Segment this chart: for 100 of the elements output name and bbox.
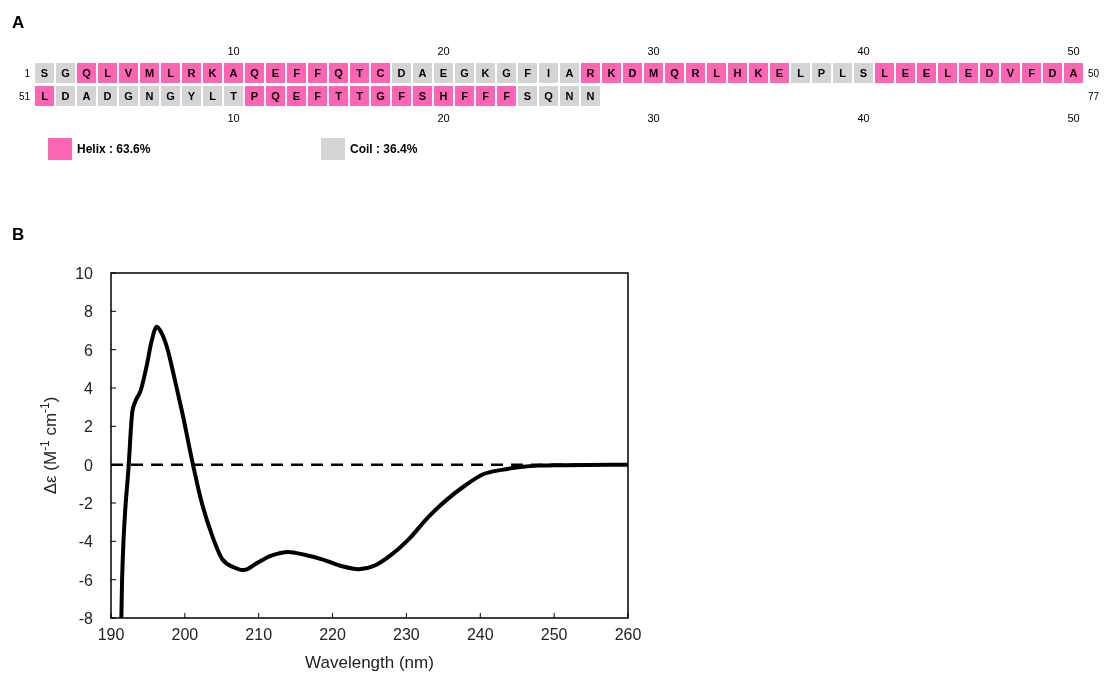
y-tick-label: 10 [75, 265, 94, 282]
x-tick-label: 30 [647, 112, 660, 124]
text: D [103, 90, 112, 102]
y-tick-label: -8 [78, 610, 94, 627]
text: S [523, 90, 532, 102]
text: Q [544, 90, 553, 102]
text: G [376, 90, 385, 102]
text: L [881, 67, 888, 79]
y-tick-label: 0 [84, 456, 94, 474]
text: Q [82, 67, 91, 79]
text: G [460, 67, 469, 79]
text: D [397, 67, 406, 79]
category-label: 20 [437, 45, 450, 57]
text: L [839, 67, 846, 79]
text: L [167, 67, 174, 79]
y-tick-label: -4 [78, 533, 94, 551]
text: K [607, 67, 616, 79]
text: Y [187, 90, 196, 102]
text: I [546, 67, 551, 79]
text: F [1028, 67, 1035, 79]
y-tick-label: 51 [18, 91, 31, 102]
text: D [985, 67, 994, 79]
text: A [229, 67, 238, 79]
x-tick-label: 250 [540, 626, 568, 643]
text: F [314, 67, 321, 79]
chart-title: B [12, 225, 25, 244]
text: D [628, 67, 637, 79]
text: L [944, 67, 951, 79]
text: M [648, 67, 659, 79]
text: L [41, 90, 48, 102]
text: T [230, 90, 237, 102]
text: E [901, 67, 910, 79]
text: L [104, 67, 111, 79]
text: G [166, 90, 175, 102]
text: G [502, 67, 511, 79]
text: F [398, 90, 405, 102]
text: E [775, 67, 784, 79]
y-tick-label: 2 [84, 418, 94, 436]
text: G [61, 67, 70, 79]
legend-label: Helix : 63.6% [77, 142, 151, 156]
text: S [40, 67, 49, 79]
y-tick-label: -2 [78, 495, 94, 512]
y-tick-label: 4 [84, 380, 94, 397]
text: G [124, 90, 133, 102]
category-label: 30 [647, 45, 660, 57]
text: R [586, 67, 595, 79]
text: H [733, 67, 742, 79]
y-tick-label: 6 [84, 341, 94, 359]
text: L [209, 90, 216, 102]
y2-tick-label: 77 [1088, 91, 1100, 102]
text: L [713, 67, 720, 79]
text: R [691, 67, 700, 79]
text: T [356, 67, 363, 79]
text: Q [334, 67, 343, 79]
text: E [271, 67, 280, 79]
category-label: 50 [1067, 45, 1080, 57]
text: F [482, 90, 489, 102]
text: A [1069, 67, 1078, 79]
text: T [335, 90, 342, 102]
text: T [356, 90, 363, 102]
x-tick-label: 260 [614, 626, 642, 643]
x-tick-label: 220 [319, 626, 347, 643]
x-tick-label: 40 [857, 112, 870, 124]
text: E [292, 90, 301, 102]
x-tick-label: 200 [171, 626, 199, 643]
text: F [314, 90, 321, 102]
text: D [61, 90, 70, 102]
text: F [503, 90, 510, 102]
x-tick-label: 240 [466, 626, 494, 643]
text: S [859, 67, 868, 79]
category-label: 40 [857, 45, 870, 57]
text: S [418, 90, 427, 102]
text: N [586, 90, 595, 102]
x-tick-label: 230 [393, 626, 420, 643]
text: Q [250, 67, 259, 79]
text: R [187, 67, 196, 79]
text: K [754, 67, 763, 79]
text: A [565, 67, 574, 79]
text: Q [271, 90, 280, 102]
y2-tick-label: 50 [1088, 68, 1100, 79]
text: H [439, 90, 448, 102]
text: E [439, 67, 448, 79]
text: E [922, 67, 931, 79]
category-label: 10 [227, 45, 240, 57]
x-tick-label: 20 [437, 112, 450, 124]
y-tick-label: 8 [84, 303, 94, 321]
text: A [418, 67, 427, 79]
x-tick-label: 50 [1067, 112, 1080, 124]
x-tick-label: 10 [227, 112, 240, 124]
y-tick-label: 1 [24, 68, 31, 79]
text: E [964, 67, 973, 79]
text: D [1048, 67, 1057, 79]
text: A [82, 90, 91, 102]
text: K [481, 67, 490, 79]
chart-title: A [12, 13, 25, 32]
text: K [208, 67, 217, 79]
text: N [565, 90, 574, 102]
text: F [461, 90, 468, 102]
text: C [376, 67, 385, 79]
x-tick-label: 210 [245, 626, 273, 643]
